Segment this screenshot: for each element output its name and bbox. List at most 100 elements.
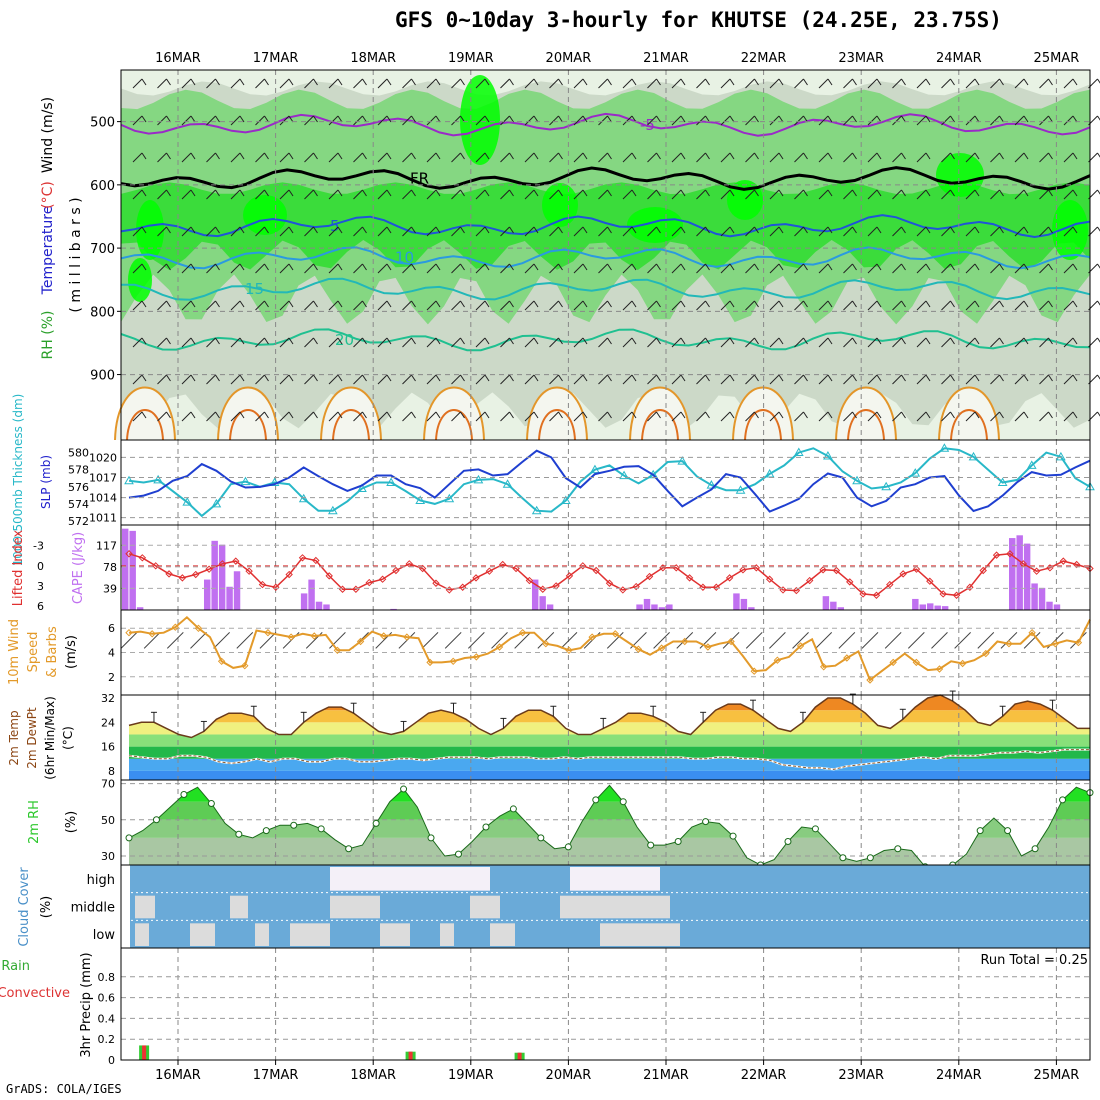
wind-barb [558,337,563,345]
rh-marker [317,825,325,833]
wind10m-line-marker [241,661,249,670]
wind-barb [745,189,755,200]
wind-barb [778,411,784,419]
wind-barb [533,411,539,419]
wind-barb [141,152,147,160]
cape-bar [748,607,755,610]
wind-barb [426,152,437,163]
wind-barb [1039,411,1049,422]
thickness-line-marker [968,451,979,461]
wind10m-barb [421,632,439,649]
wind-barb [607,152,612,160]
date-label-bottom: 23MAR [838,1068,884,1083]
wind-barb [264,189,269,197]
wind-barb [558,300,563,308]
wind-barb [1023,300,1029,308]
ua-ylabel2: ( m i l l i b a r s ) [68,197,84,312]
lifted-index-marker [1072,560,1081,569]
rh-marker [976,827,984,835]
wind-barb [157,337,167,348]
wind-barb [1048,78,1053,86]
wind-barb [598,337,608,348]
rh-marker [839,854,847,862]
isotherm-dome [744,409,782,441]
thickness-line-marker [357,483,367,492]
wind10m-barb [653,632,670,649]
wind-barb [533,226,539,234]
wind-barb [778,189,784,197]
rh-marker [290,821,298,829]
wind-barb [362,115,367,123]
date-label-bottom: 22MAR [741,1068,787,1083]
wind-barb [803,337,808,345]
lifted-index-marker [979,566,987,575]
wind10m-line-marker [356,637,365,646]
date-label-bottom: 17MAR [253,1068,299,1083]
wind-barb [867,263,878,274]
wind-barb [337,374,343,382]
wind-barb [925,374,931,382]
wind-barb [729,374,735,382]
cloud-high-clear [570,867,660,891]
wind-barb [622,374,633,385]
wind-barb [916,226,927,237]
cape-bar [122,528,129,610]
wind-barb [901,152,906,160]
wind-barb [803,374,808,382]
wind-barb [656,152,661,160]
wind-barb [867,411,878,422]
wind-barb [475,115,486,126]
wind-barb [925,337,931,345]
wind-barb [362,152,367,160]
wind-barb [965,263,976,274]
wind-barb [729,337,735,345]
wind-barb [647,263,657,274]
wind-barb [206,115,216,126]
rh-tick: 70 [101,778,115,791]
thickness-line-marker [560,495,571,504]
wind-barb [705,226,710,234]
wind-barb [573,115,584,126]
wind-barb [901,189,906,197]
wind-barb [362,189,367,197]
thickness-line-marker [153,474,163,484]
wind-barb [377,152,388,163]
wind-barb [892,78,902,89]
wind-barb [901,374,906,382]
thickness-line-marker [764,468,775,478]
wind-barb [680,189,686,197]
rh-marker [894,845,902,853]
wind-barb [582,300,588,308]
wind-barb [402,374,412,385]
wind-barb [867,337,878,348]
wind-barb [264,263,269,271]
wind-barb [475,300,486,311]
wind-barb [377,300,388,311]
date-label-top: 22MAR [741,51,787,66]
wind-barb [769,337,780,348]
date-label-bottom: 25MAR [1034,1068,1080,1083]
wind-barb [362,411,367,419]
wind-barb [484,189,490,197]
wind-barb [402,115,412,126]
wind10m-line-marker [194,624,203,633]
wind-barb [705,152,710,160]
wind-barb [607,374,612,382]
wind10m-line-marker [634,645,643,653]
wind-barb [451,300,461,311]
wind-barb [818,226,829,237]
wind-barb [656,263,661,271]
wind-barb [1014,189,1025,200]
wind-barb [451,152,461,163]
wind-barb [680,337,686,345]
wind-barb [754,226,759,234]
wind-barb [671,337,682,348]
rh-blob [460,75,500,165]
wind-barb [230,374,241,385]
cape-bar [1031,583,1038,610]
wind-barb [313,152,318,160]
slp-ylabel: SLP (mb) [39,455,53,509]
wind-barb [843,152,853,163]
wind-barb [362,300,367,308]
wind-barb [754,78,759,86]
